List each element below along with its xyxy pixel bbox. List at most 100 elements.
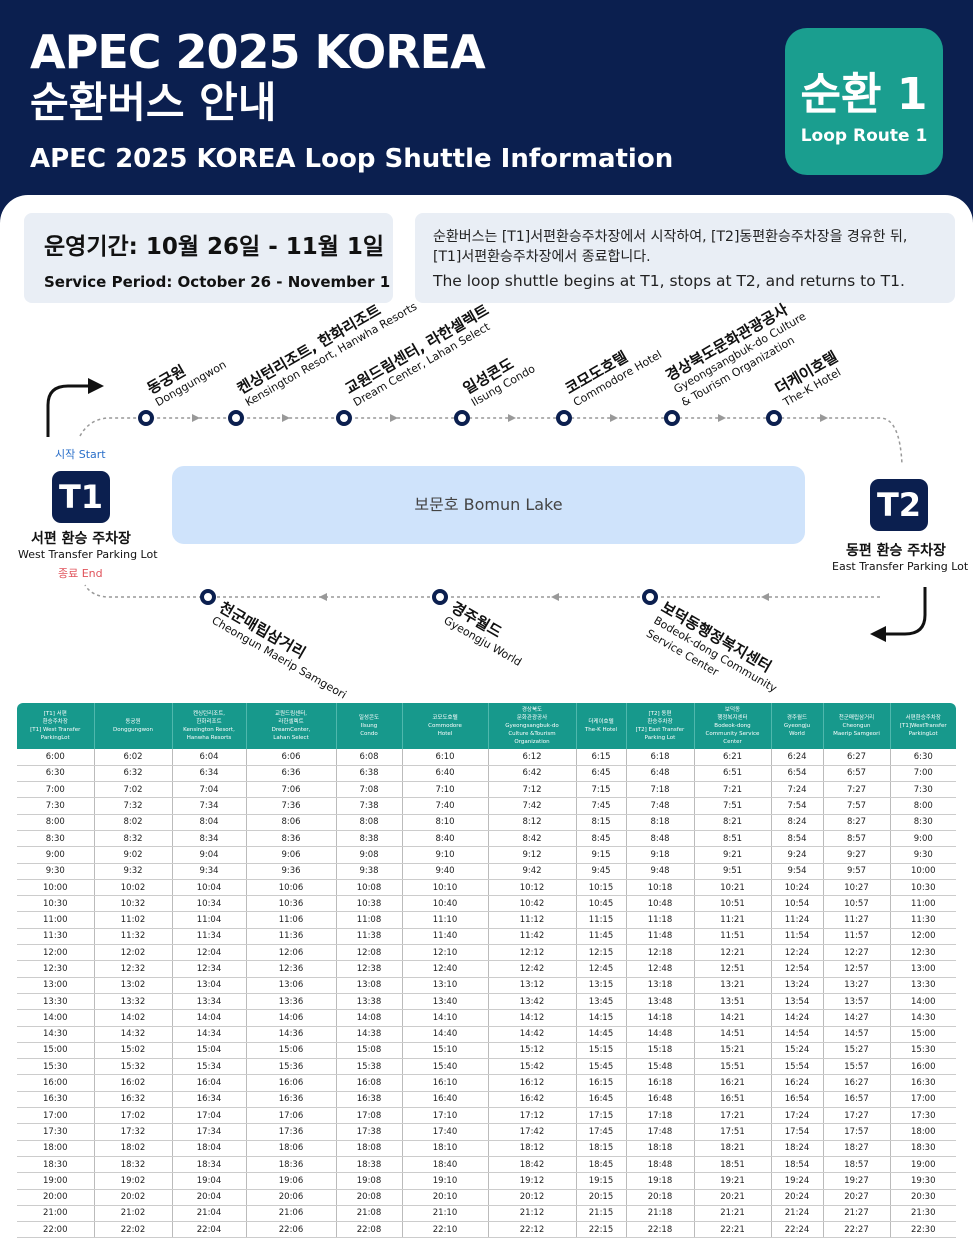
time-cell: 16:42 [488, 1091, 577, 1109]
column-header-line: 한화리조트 [196, 719, 222, 725]
time-cell: 9:34 [172, 863, 247, 880]
direction-arrow-icon [319, 593, 327, 601]
time-cell: 16:38 [336, 1091, 403, 1109]
time-cell: 20:21 [694, 1189, 772, 1206]
table-row: 16:30 16:32 16:34 16:36 16:38 16:40 16:42 16:45… [17, 1091, 956, 1109]
time-cell: 16:12 [488, 1074, 577, 1092]
time-cell: 10:51 [694, 895, 772, 913]
time-cell: 8:36 [246, 830, 337, 848]
time-cell: 10:00 [17, 879, 95, 897]
time-cell: 9:02 [94, 846, 173, 864]
time-cell: 10:54 [771, 895, 824, 913]
time-cell: 19:00 [17, 1172, 95, 1190]
time-cell: 7:18 [626, 781, 695, 799]
time-cell: 10:27 [823, 879, 891, 897]
time-cell: 12:02 [94, 944, 173, 962]
time-cell: 7:57 [823, 797, 891, 815]
time-cell: 10:06 [246, 879, 337, 897]
table-row: 20:00 20:02 20:04 20:06 20:08 20:10 20:12 20:15… [17, 1189, 956, 1206]
time-cell: 17:08 [336, 1107, 403, 1125]
column-header-line: 코모도호텔 [432, 715, 458, 721]
time-cell: 14:34 [172, 1026, 247, 1043]
time-cell: 16:08 [336, 1074, 403, 1092]
time-cell: 15:32 [94, 1058, 173, 1076]
time-cell: 19:04 [172, 1172, 247, 1190]
time-cell: 7:54 [771, 797, 824, 815]
time-cell: 10:15 [576, 879, 627, 897]
time-cell: 13:45 [576, 993, 627, 1011]
time-cell: 15:02 [94, 1042, 173, 1060]
time-cell: 7:34 [172, 797, 247, 815]
time-cell: 10:45 [576, 895, 627, 913]
column-header-line: Maerip Samgeori [833, 731, 880, 737]
stop-marker [766, 410, 782, 426]
time-cell: 22:27 [823, 1221, 891, 1239]
column-header-line: Lahan Select [273, 735, 309, 741]
time-cell: 7:15 [576, 781, 627, 799]
time-cell: 8:06 [246, 814, 337, 831]
time-cell: 9:42 [488, 863, 577, 880]
column-header-line: World [789, 731, 805, 737]
time-cell: 12:57 [823, 960, 891, 978]
column-header-line: [T1]WestTransfer [899, 723, 947, 729]
bomun-lake: 보문호 Bomun Lake [172, 466, 805, 544]
time-cell: 14:02 [94, 1009, 173, 1027]
time-cell: 13:00 [890, 960, 956, 978]
time-cell: 10:12 [488, 879, 577, 897]
time-cell: 13:34 [172, 993, 247, 1011]
table-row: 10:30 10:32 10:34 10:36 10:38 10:40 10:42 10:45… [17, 895, 956, 913]
notice-box: 순환버스는 [T1]서편환승주차장에서 시작하여, [T2]동편환승주차장을 경… [415, 213, 955, 303]
time-cell: 10:04 [172, 879, 247, 897]
time-cell: 12:32 [94, 960, 173, 978]
time-cell: 18:30 [890, 1140, 956, 1157]
time-cell: 11:36 [246, 928, 337, 946]
time-cell: 13:24 [771, 977, 824, 994]
time-cell: 6:30 [890, 749, 956, 766]
time-cell: 12:42 [488, 960, 577, 978]
time-cell: 8:32 [94, 830, 173, 848]
time-cell: 17:51 [694, 1123, 772, 1141]
direction-arrow-icon [820, 414, 828, 422]
time-cell: 6:54 [771, 765, 824, 783]
time-cell: 6:12 [488, 749, 577, 766]
time-cell: 14:38 [336, 1026, 403, 1043]
direction-arrow-icon [508, 414, 516, 422]
time-cell: 9:00 [890, 830, 956, 848]
time-cell: 17:00 [890, 1091, 956, 1109]
time-cell: 12:30 [890, 944, 956, 962]
time-cell: 7:30 [17, 797, 95, 815]
time-cell: 16:10 [402, 1074, 489, 1092]
time-cell: 18:08 [336, 1140, 403, 1157]
route-line [79, 417, 903, 598]
table-row: 8:00 8:02 8:04 8:06 8:08 8:10 8:12 8:15 8:18 8:21… [17, 814, 956, 831]
service-period-box: 운영기간: 10월 26일 - 11월 1일 Service Period: O… [24, 213, 393, 303]
table-row: 12:00 12:02 12:04 12:06 12:08 12:10 12:12 12:15… [17, 944, 956, 962]
time-cell: 7:32 [94, 797, 173, 815]
time-cell: 6:48 [626, 765, 695, 783]
time-cell: 18:02 [94, 1140, 173, 1157]
time-cell: 13:54 [771, 993, 824, 1011]
table-row: 18:00 18:02 18:04 18:06 18:08 18:10 18:12 18:15… [17, 1140, 956, 1157]
table-row: 15:00 15:02 15:04 15:06 15:08 15:10 15:12 15:15… [17, 1042, 956, 1060]
time-cell: 16:15 [576, 1074, 627, 1092]
time-cell: 17:12 [488, 1107, 577, 1125]
column-header-line: Ilsung [360, 723, 378, 729]
time-cell: 15:04 [172, 1042, 247, 1060]
column-header-line: 동궁원 [125, 719, 141, 725]
time-cell: 15:36 [246, 1058, 337, 1076]
time-cell: 18:00 [17, 1140, 95, 1157]
time-cell: 15:48 [626, 1058, 695, 1076]
column-header-line: 환승주차장 [647, 719, 673, 725]
time-cell: 22:30 [890, 1221, 956, 1239]
time-cell: 11:38 [336, 928, 403, 946]
direction-arrow-icon [282, 414, 290, 422]
stop-marker [432, 589, 448, 605]
column-header: 천군매립삼거리 Cheongun Maerip Samgeori [823, 703, 891, 749]
time-cell: 16:45 [576, 1091, 627, 1109]
column-header-line: Gyeongju [783, 723, 811, 729]
time-cell: 17:06 [246, 1107, 337, 1125]
time-cell: 11:40 [402, 928, 489, 946]
column-header-line: 켄싱턴리조트, [192, 711, 226, 717]
time-cell: 17:24 [771, 1107, 824, 1125]
time-cell: 10:42 [488, 895, 577, 913]
